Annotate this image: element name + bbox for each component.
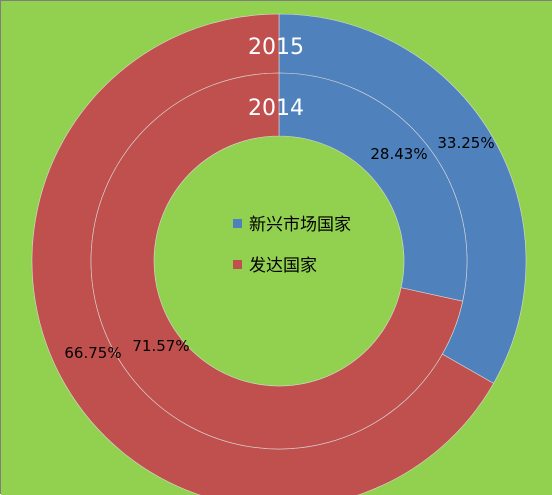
legend-label-developed: 发达国家 — [249, 256, 317, 276]
legend-swatch-emerging — [233, 219, 242, 228]
data-label-ring-2014-developed: 71.57% — [132, 337, 189, 355]
legend-swatch-developed — [233, 260, 242, 269]
data-label-ring-2015-emerging: 33.25% — [437, 134, 494, 152]
rings-group — [31, 13, 527, 495]
data-label-ring-2014-emerging: 28.43% — [370, 145, 427, 163]
ring-label-outer: 2015 — [248, 35, 304, 60]
legend-label-emerging: 新兴市场国家 — [249, 215, 351, 235]
ring-labels-group: 2015 2014 — [248, 35, 304, 121]
ring-label-inner: 2014 — [248, 96, 304, 121]
data-label-ring-2015-developed: 66.75% — [64, 344, 121, 362]
data-labels-group: 33.25% 66.75% 28.43% 71.57% — [64, 134, 494, 362]
ring-2014-slice-emerging — [278, 72, 468, 302]
ring-2014-slice-developed — [90, 72, 464, 450]
legend: 新兴市场国家 发达国家 — [233, 215, 351, 276]
